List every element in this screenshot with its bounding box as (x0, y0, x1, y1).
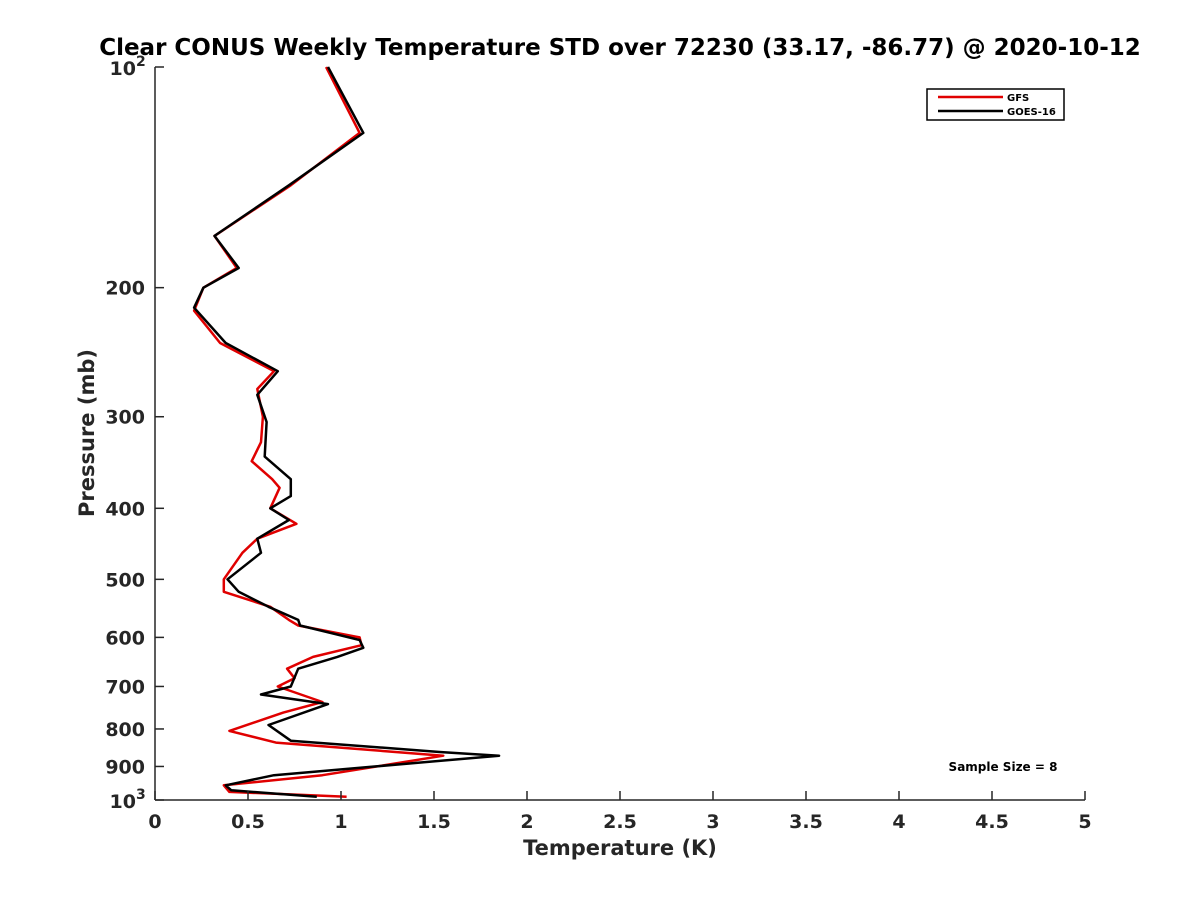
y-tick-exponent: 2 (136, 54, 146, 70)
x-tick-label: 1 (334, 811, 347, 833)
sample-size-note: Sample Size = 8 (949, 760, 1058, 774)
x-tick-label: 5 (1078, 811, 1091, 833)
series-line-gfs (192, 66, 445, 799)
legend: GFS GOES-16 (926, 88, 1065, 121)
y-axis-title: Pressure (mb) (75, 349, 99, 517)
y-tick-label: 400 (105, 498, 145, 520)
chart-title: Clear CONUS Weekly Temperature STD over … (99, 35, 1141, 61)
y-tick-label: 300 (105, 407, 145, 429)
x-tick-label: 4.5 (975, 811, 1009, 833)
x-tick-label: 3.5 (789, 811, 823, 833)
y-tick-label: 700 (105, 676, 145, 698)
x-axis-title: Temperature (K) (523, 836, 717, 860)
x-axis-ticks: 0 0.5 1 1.5 2 2.5 3 3.5 4 4.5 5 (148, 791, 1092, 833)
legend-label-gfs: GFS (1007, 93, 1029, 104)
series-line-goes16 (192, 66, 501, 799)
x-tick-label: 4 (892, 811, 905, 833)
y-tick-label: 800 (105, 719, 145, 741)
y-tick-label: 500 (105, 569, 145, 591)
legend-label-goes16: GOES-16 (1007, 107, 1056, 118)
x-tick-label: 0 (148, 811, 161, 833)
x-tick-label: 2 (520, 811, 533, 833)
x-tick-label: 0.5 (231, 811, 265, 833)
y-tick-label: 10 (110, 58, 136, 80)
y-tick-label: 10 (110, 791, 136, 813)
x-tick-label: 3 (706, 811, 719, 833)
y-tick-label: 200 (105, 278, 145, 300)
plot-area (192, 66, 501, 799)
y-tick-exponent: 3 (136, 787, 146, 803)
y-tick-label: 600 (105, 627, 145, 649)
x-tick-label: 2.5 (603, 811, 637, 833)
y-tick-label: 900 (105, 756, 145, 778)
legend-box (926, 88, 1065, 121)
x-tick-label: 1.5 (417, 811, 451, 833)
